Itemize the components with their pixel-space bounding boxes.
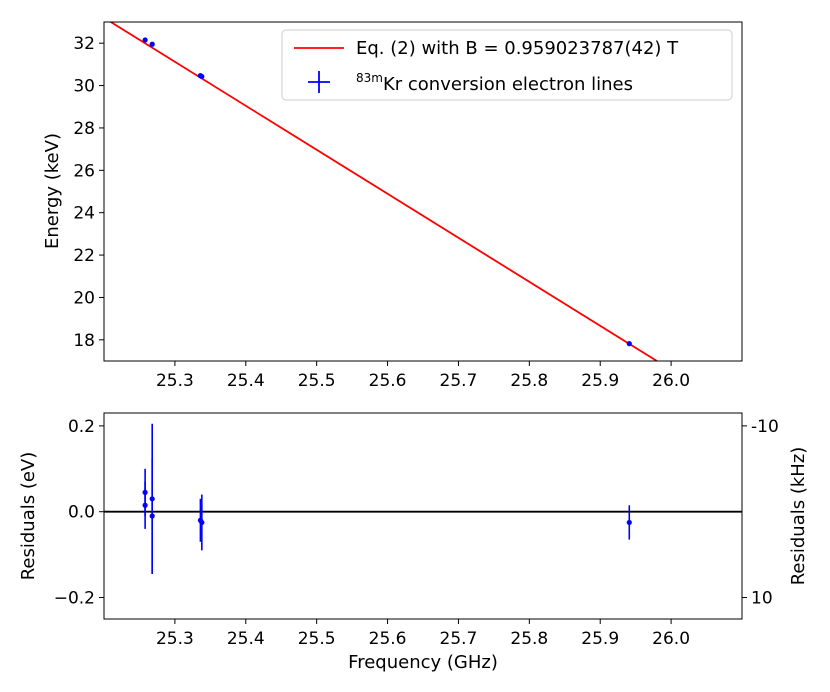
top-y-tick-label: 22 (73, 246, 95, 266)
bottom-right-y-tick-label: 10 (751, 589, 773, 609)
top-y-tick-label: 30 (73, 77, 95, 97)
top-x-tick-label: 25.8 (510, 371, 548, 391)
bottom-x-tick-label: 25.7 (440, 629, 478, 649)
bottom-plot-frame (103, 412, 743, 620)
bottom-plot-panel: 25.3 25.4 25.5 25.6 25.7 25.8 25.9 26.0 −0.2 0.0… (18, 412, 809, 673)
top-y-tick-label: 32 (73, 34, 95, 54)
legend: Eq. (2) with B = 0.959023787(42) T 83mKr… (281, 29, 733, 101)
bottom-y-axis-title: Residuals (eV) (18, 452, 39, 581)
legend-entry-fit: Eq. (2) with B = 0.959023787(42) T (356, 38, 679, 59)
bottom-x-tick-label: 25.5 (298, 629, 336, 649)
kr-data-point (149, 41, 155, 47)
top-x-tick-label: 25.4 (227, 371, 265, 391)
top-plot-frame (103, 21, 743, 362)
fit-line (109, 22, 658, 361)
legend-frame (281, 29, 733, 101)
bottom-right-y-ticks: -10 10 (742, 417, 779, 609)
top-plot-marks (109, 22, 658, 361)
kr-data-point (626, 341, 632, 347)
bottom-x-tick-label: 25.9 (581, 629, 619, 649)
top-x-tick-label: 25.6 (369, 371, 407, 391)
legend-kr-superscript: 83m (356, 71, 383, 85)
kr-data-point (142, 37, 148, 43)
bottom-x-tick-label: 25.4 (227, 629, 265, 649)
top-y-tick-label: 20 (73, 288, 95, 308)
top-x-tick-label: 25.7 (440, 371, 478, 391)
residual-point (142, 502, 148, 508)
bottom-y-tick-label: 0.0 (68, 503, 95, 523)
top-y-ticks: 18 20 22 24 26 28 30 32 (73, 34, 104, 351)
top-x-tick-label: 25.9 (581, 371, 619, 391)
legend-kr-label: Kr conversion electron lines (383, 74, 633, 95)
bottom-x-ticks: 25.3 25.4 25.5 25.6 25.7 25.8 25.9 26.0 (156, 619, 690, 649)
bottom-x-tick-label: 25.3 (156, 629, 194, 649)
bottom-y-tick-label: −0.2 (54, 589, 95, 609)
bottom-right-y-axis-title: Residuals (kHz) (788, 447, 809, 586)
bottom-y-tick-label: 0.2 (68, 417, 95, 437)
residual-point (199, 519, 205, 526)
bottom-right-y-tick-label: -10 (751, 417, 779, 437)
bottom-x-tick-label: 26.0 (652, 629, 690, 649)
legend-entry-kr: 83mKr conversion electron lines (356, 71, 633, 95)
residual-point (626, 519, 632, 526)
top-x-tick-label: 25.3 (156, 371, 194, 391)
top-y-tick-label: 24 (73, 204, 95, 224)
top-x-tick-label: 25.5 (298, 371, 336, 391)
top-y-axis-title: Energy (keV) (42, 133, 63, 249)
top-x-tick-label: 26.0 (652, 371, 690, 391)
top-y-tick-label: 26 (73, 161, 95, 181)
bottom-x-tick-label: 25.6 (369, 629, 407, 649)
top-y-tick-label: 28 (73, 119, 95, 139)
top-plot-panel: 25.3 25.4 25.5 25.6 25.7 25.8 25.9 26.0 18 20 22 2… (42, 21, 743, 391)
bottom-x-tick-label: 25.8 (510, 629, 548, 649)
x-axis-title: Frequency (GHz) (348, 652, 498, 673)
bottom-y-ticks: −0.2 0.0 0.2 (54, 417, 104, 609)
bottom-plot-marks (104, 423, 742, 574)
kr-data-point (199, 73, 205, 80)
top-y-tick-label: 18 (73, 331, 95, 351)
residual-point (149, 513, 155, 519)
top-x-ticks: 25.3 25.4 25.5 25.6 25.7 25.8 25.9 26.0 (156, 361, 690, 391)
